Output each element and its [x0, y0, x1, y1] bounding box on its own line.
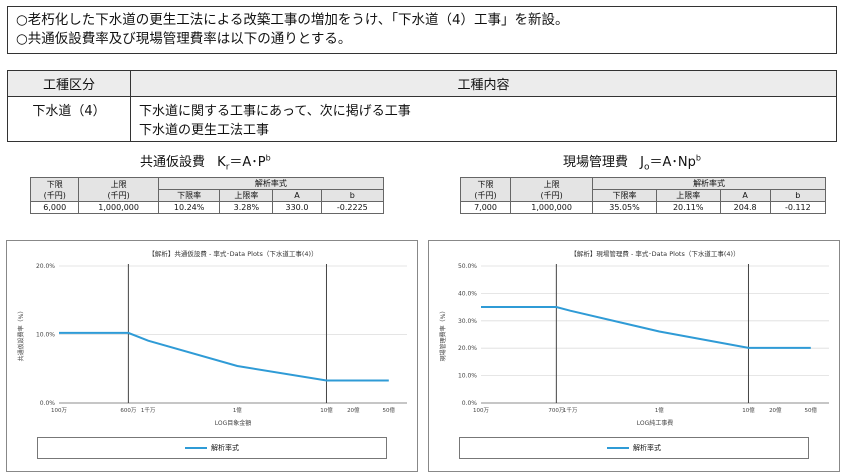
- right-th-a: A: [719, 189, 771, 202]
- left-rate-table: 下限 (千円) 上限 (千円) 解析率式 下限率 上限率 A b 6,000 1,0…: [29, 177, 385, 214]
- right-formula-sup: b: [695, 153, 701, 163]
- left-chart-legend: 解析率式: [37, 437, 387, 459]
- scope-header-category: 工種区分: [7, 70, 131, 97]
- left-x-axis-label: LOG目象金額: [215, 419, 252, 427]
- right-td-upper: 1,000,000: [510, 201, 594, 214]
- right-caption: 現場管理費 Jo＝A･Npb: [563, 151, 701, 173]
- right-chart-svg: 【解析】現場管理費 - 率式･Data Plots（下水道工事(4)）0.0%1…: [439, 249, 829, 427]
- scope-header-content: 工種内容: [130, 70, 837, 97]
- scope-content-line-2: 下水道の更生工法工事: [139, 123, 270, 138]
- right-x-tick-label: 50億: [805, 406, 818, 414]
- left-caption: 共通仮設費 Kr＝A･Pb: [140, 151, 271, 173]
- scope-table: 工種区分 工種内容 下水道（4） 下水道に関する工事にあって、次に掲げる工事 下…: [7, 70, 837, 142]
- right-x-tick-label: 100万: [473, 407, 489, 414]
- left-th-lower-rate: 下限率: [157, 189, 221, 202]
- left-x-tick-label: 1千万: [141, 406, 156, 414]
- notice-line-1: ○老朽化した下水道の更生工法による改築工事の増加をうけ、「下水道（4）工事」を新…: [16, 12, 569, 28]
- notice-box: ○老朽化した下水道の更生工法による改築工事の増加をうけ、「下水道（4）工事」を新…: [7, 6, 837, 54]
- left-y-tick-label: 0.0%: [40, 400, 56, 407]
- left-th-upper-rate: 上限率: [219, 189, 274, 202]
- right-x-tick-label: 10億: [742, 406, 755, 414]
- left-td-upper-rate: 3.28%: [219, 201, 274, 214]
- right-chart-legend: 解析率式: [459, 437, 809, 459]
- scope-content-line-1: 下水道に関する工事にあって、次に掲げる工事: [139, 104, 411, 119]
- right-y-tick-label: 20.0%: [458, 345, 477, 352]
- left-y-tick-label: 20.0%: [36, 263, 55, 270]
- left-x-tick-label: 20億: [347, 406, 360, 414]
- left-x-tick-label: 100万: [51, 407, 67, 414]
- right-x-tick-label: 1千万: [563, 406, 578, 414]
- left-x-tick-label: 600万: [120, 407, 136, 414]
- left-y-axis-label: 共通仮設費率（%）: [17, 308, 25, 362]
- left-x-tick-label: 1億: [233, 406, 242, 414]
- right-th-b: b: [769, 189, 827, 202]
- right-y-tick-label: 50.0%: [458, 263, 477, 270]
- right-chart-title: 【解析】現場管理費 - 率式･Data Plots（下水道工事(4)）: [570, 249, 739, 258]
- left-formula-sup: b: [265, 153, 271, 163]
- left-caption-formula: Kr＝A･Pb: [217, 153, 271, 173]
- left-formula-k: K: [217, 155, 226, 170]
- right-y-tick-label: 40.0%: [458, 290, 477, 297]
- notice-line-2: ○共通仮設費率及び現場管理費率は以下の通りとする。: [16, 31, 352, 47]
- right-y-tick-label: 30.0%: [458, 318, 477, 325]
- right-y-tick-label: 10.0%: [458, 373, 477, 380]
- right-x-tick-label: 1億: [655, 406, 664, 414]
- left-td-lower: 6,000: [29, 201, 80, 214]
- left-formula-sub: r: [225, 162, 230, 173]
- right-y-axis-label: 現場管理費率（%）: [439, 308, 447, 362]
- left-th-a: A: [272, 189, 322, 202]
- right-series-line: [481, 306, 811, 349]
- left-th-lower: 下限 (千円): [29, 177, 80, 202]
- left-legend-swatch: [185, 447, 207, 449]
- right-x-tick-label: 20億: [769, 406, 782, 414]
- right-td-b: -0.112: [769, 201, 827, 214]
- left-td-upper: 1,000,000: [78, 201, 159, 214]
- left-td-b: -0.2225: [320, 201, 385, 214]
- left-chart-title: 【解析】共通仮設費 - 率式･Data Plots（下水道工事(4)）: [148, 249, 317, 258]
- right-x-axis-label: LOG純工事費: [637, 419, 674, 427]
- left-td-lower-rate: 10.24%: [157, 201, 221, 214]
- right-formula-sub: o: [644, 162, 650, 173]
- right-th-formula: 解析率式: [592, 177, 826, 190]
- right-td-upper-rate: 20.11%: [655, 201, 721, 214]
- right-rate-table: 下限 (千円) 上限 (千円) 解析率式 下限率 上限率 A b 7,000 1,0…: [459, 177, 827, 214]
- left-series-line: [59, 331, 389, 382]
- right-td-lower: 7,000: [459, 201, 512, 214]
- left-x-tick-label: 50億: [383, 406, 396, 414]
- left-legend-label: 解析率式: [211, 444, 239, 452]
- right-td-lower-rate: 35.05%: [592, 201, 657, 214]
- right-chart: 【解析】現場管理費 - 率式･Data Plots（下水道工事(4)） 0.0% 1…: [428, 240, 840, 472]
- left-x-tick-label: 10億: [320, 406, 333, 414]
- left-chart-svg: 【解析】共通仮設費 - 率式･Data Plots（下水道工事(4)）0.0%1…: [17, 249, 407, 427]
- left-formula-rest: ＝A･P: [229, 155, 266, 170]
- right-th-lower-rate: 下限率: [592, 189, 657, 202]
- left-th-formula: 解析率式: [157, 177, 385, 190]
- right-legend-swatch: [607, 447, 629, 449]
- left-th-b: b: [320, 189, 385, 202]
- right-formula-rest: ＝A･Np: [649, 155, 696, 170]
- right-formula-j: J: [640, 155, 644, 170]
- left-y-tick-label: 10.0%: [36, 332, 55, 339]
- right-th-upper: 上限 (千円): [510, 177, 594, 202]
- left-th-upper: 上限 (千円): [78, 177, 159, 202]
- right-th-lower: 下限 (千円): [459, 177, 512, 202]
- right-y-tick-label: 0.0%: [462, 400, 478, 407]
- right-td-a: 204.8: [719, 201, 771, 214]
- left-chart: 【解析】共通仮設費 - 率式･Data Plots（下水道工事(4)） 0.0% 1…: [6, 240, 418, 472]
- right-legend-label: 解析率式: [633, 444, 661, 452]
- scope-content-cell: 下水道に関する工事にあって、次に掲げる工事 下水道の更生工法工事: [130, 96, 837, 142]
- left-caption-title: 共通仮設費: [140, 155, 206, 170]
- right-x-tick-label: 700万: [548, 407, 564, 414]
- scope-category-cell: 下水道（4）: [7, 96, 131, 142]
- right-caption-title: 現場管理費: [563, 155, 629, 170]
- left-td-a: 330.0: [272, 201, 322, 214]
- right-caption-formula: Jo＝A･Npb: [640, 153, 701, 173]
- right-th-upper-rate: 上限率: [655, 189, 721, 202]
